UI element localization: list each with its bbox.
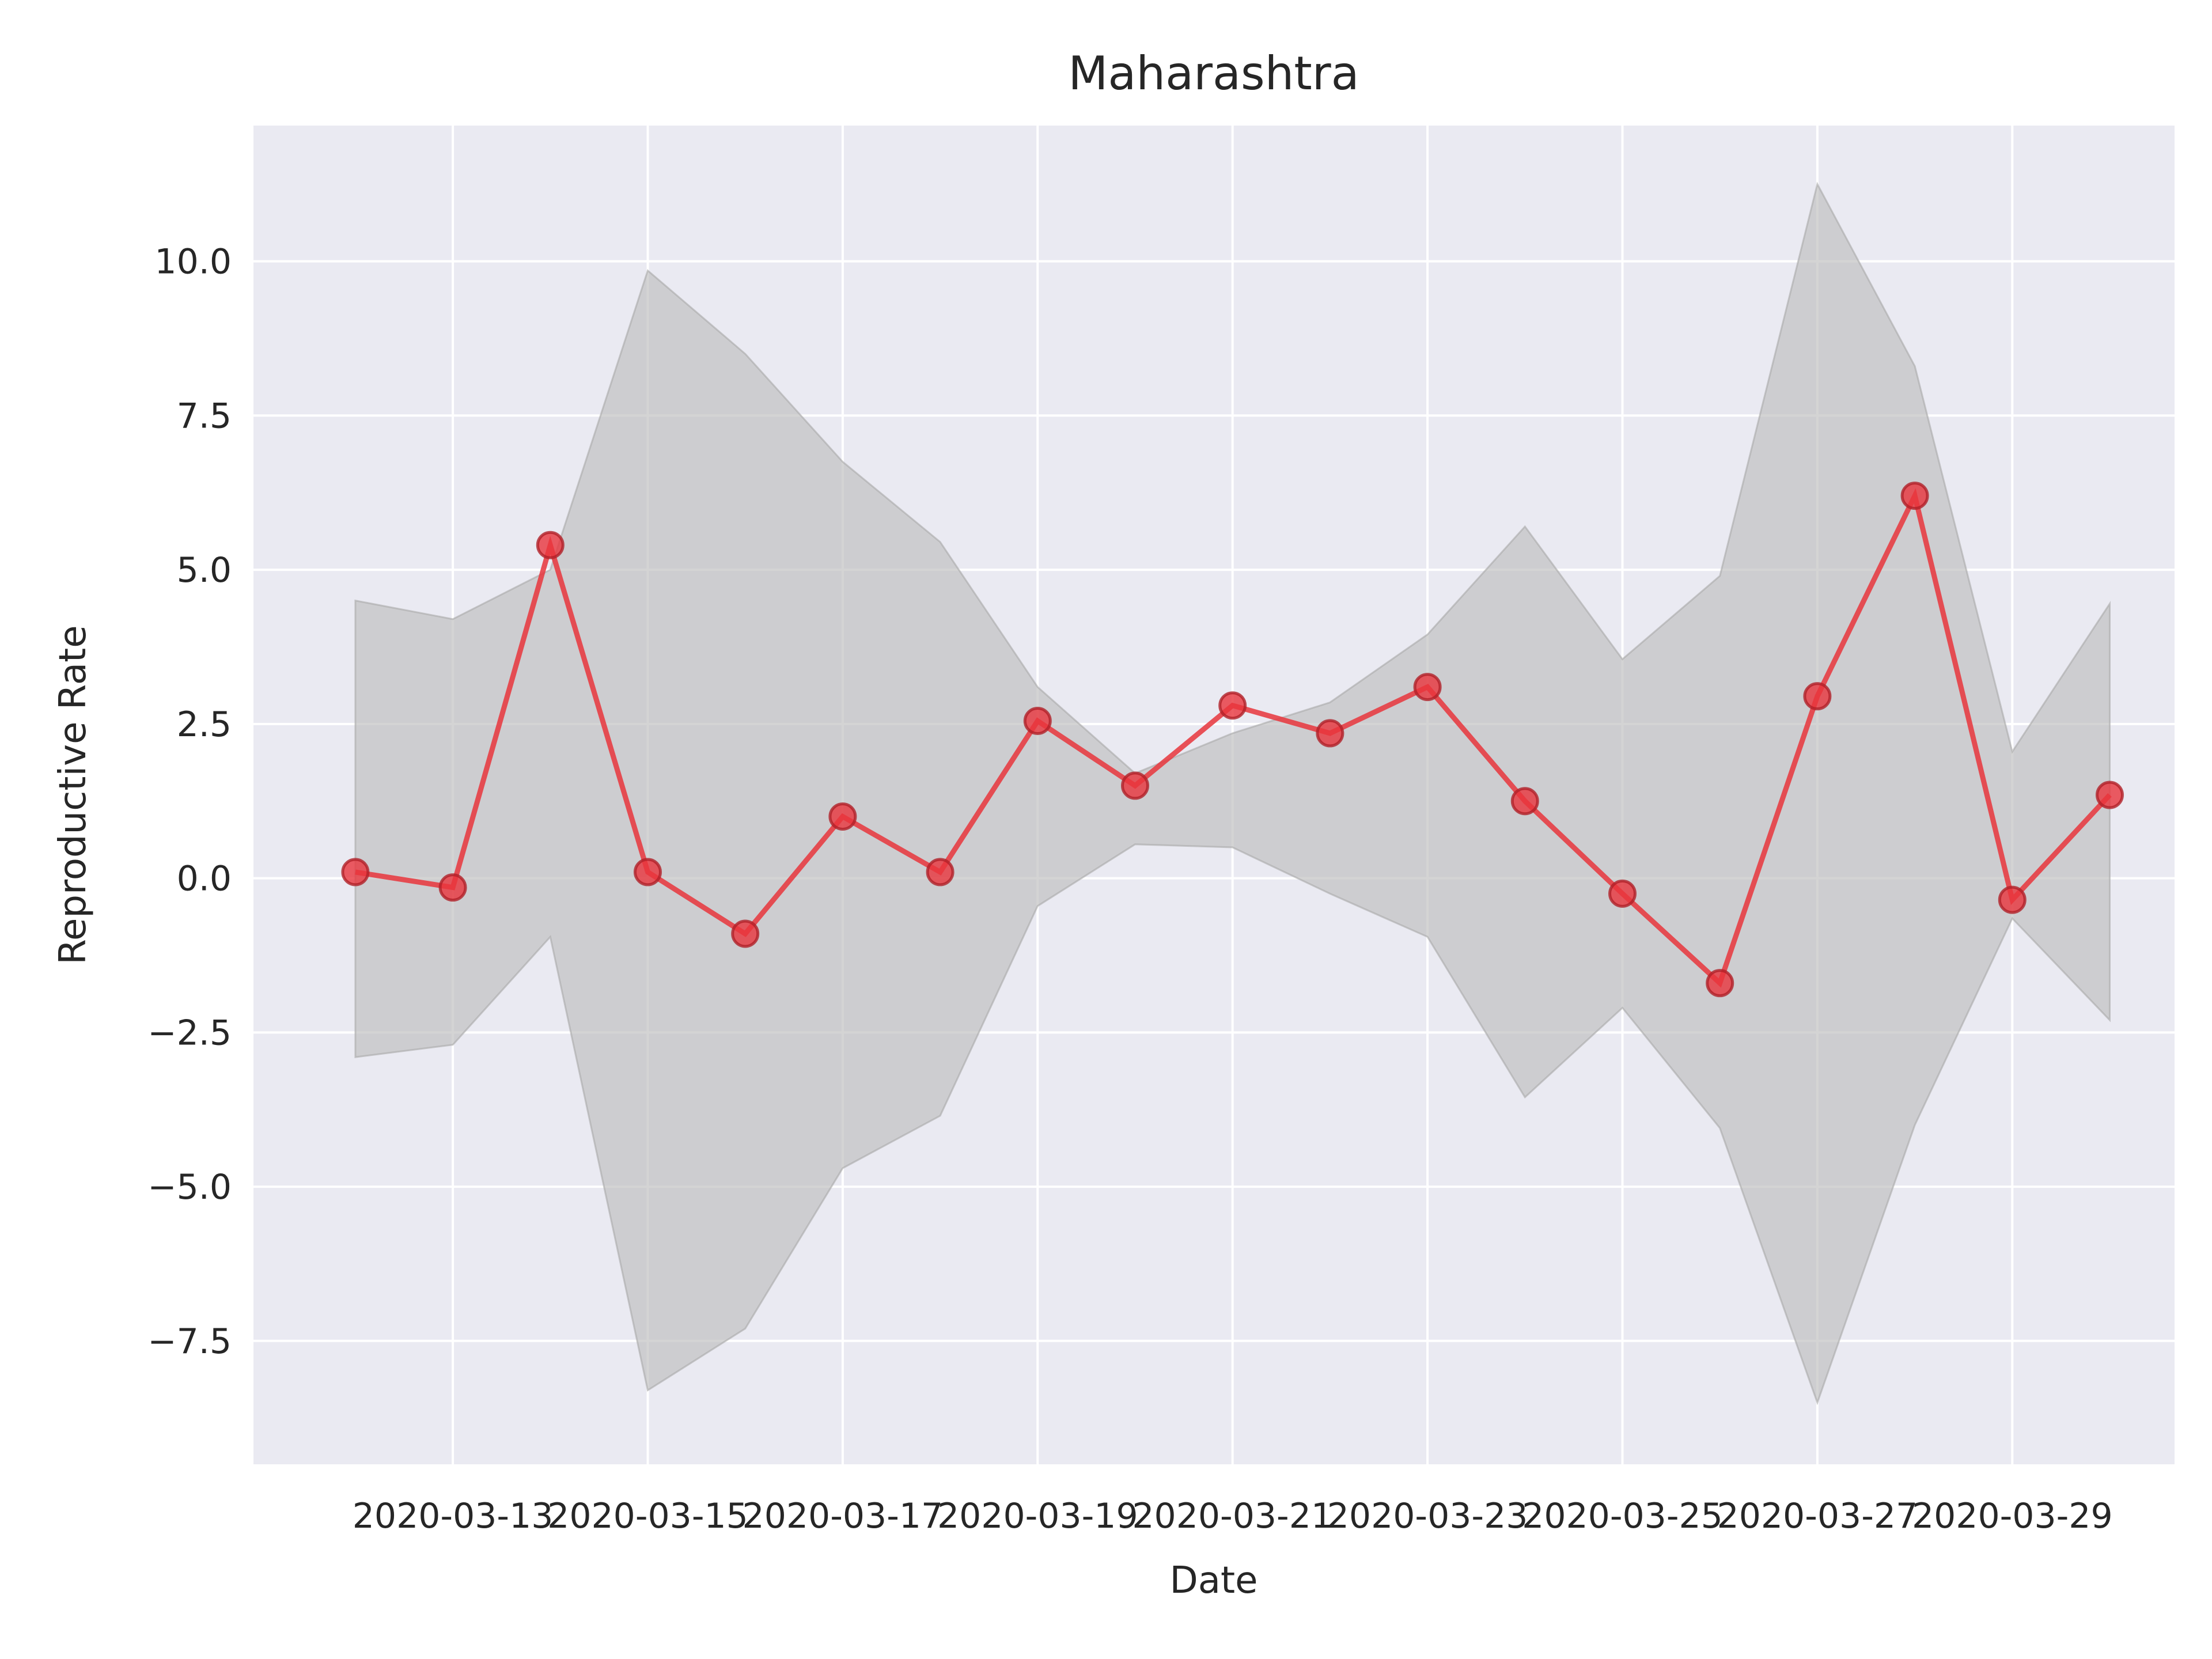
y-tick-label-6: 7.5 — [177, 396, 232, 436]
y-axis-label: Reproductive Rate — [52, 625, 94, 964]
x-tick-label-4: 2020-03-21 — [1132, 1496, 1333, 1536]
x-tick-label-6: 2020-03-25 — [1522, 1496, 1723, 1536]
y-tick-label-0: −7.5 — [147, 1321, 232, 1362]
data-point-10 — [1316, 719, 1344, 748]
x-tick-label-7: 2020-03-27 — [1717, 1496, 1918, 1536]
x-tick-labels: 2020-03-132020-03-152020-03-172020-03-19… — [353, 1496, 2113, 1536]
data-point-0 — [341, 858, 370, 887]
data-point-14 — [1706, 969, 1734, 998]
data-point-7 — [1023, 706, 1052, 735]
data-point-5 — [828, 802, 857, 831]
data-point-3 — [633, 858, 662, 887]
data-point-11 — [1413, 673, 1442, 702]
series-points — [341, 482, 2124, 998]
x-axis-label: Date — [1170, 1559, 1258, 1602]
y-tick-label-1: −5.0 — [147, 1167, 232, 1207]
x-tick-label-0: 2020-03-13 — [353, 1496, 554, 1536]
data-point-15 — [1803, 682, 1832, 711]
x-tick-label-8: 2020-03-29 — [1912, 1496, 2113, 1536]
x-tick-label-1: 2020-03-15 — [547, 1496, 748, 1536]
data-point-2 — [536, 531, 565, 559]
data-point-17 — [1998, 885, 2027, 914]
chart-title: Maharashtra — [1068, 47, 1359, 100]
data-point-1 — [438, 873, 467, 902]
data-point-6 — [926, 858, 955, 887]
data-point-18 — [2095, 781, 2124, 809]
data-point-9 — [1218, 691, 1247, 720]
x-tick-label-2: 2020-03-17 — [743, 1496, 944, 1536]
x-tick-label-3: 2020-03-19 — [937, 1496, 1138, 1536]
y-tick-label-2: −2.5 — [147, 1013, 232, 1053]
y-tick-label-7: 10.0 — [154, 242, 232, 282]
y-tick-label-5: 5.0 — [177, 550, 232, 590]
confidence-band — [354, 181, 2111, 1406]
y-tick-label-3: 0.0 — [177, 859, 232, 899]
data-point-16 — [1900, 482, 1929, 510]
y-tick-labels: −7.5 −5.0 −2.5 0.0 2.5 5.0 7.5 10.0 — [147, 242, 232, 1362]
data-point-4 — [731, 919, 760, 948]
x-tick-label-5: 2020-03-23 — [1327, 1496, 1528, 1536]
y-tick-label-4: 2.5 — [177, 704, 232, 745]
data-point-8 — [1120, 771, 1149, 800]
data-point-13 — [1608, 879, 1637, 908]
data-point-12 — [1510, 787, 1539, 816]
